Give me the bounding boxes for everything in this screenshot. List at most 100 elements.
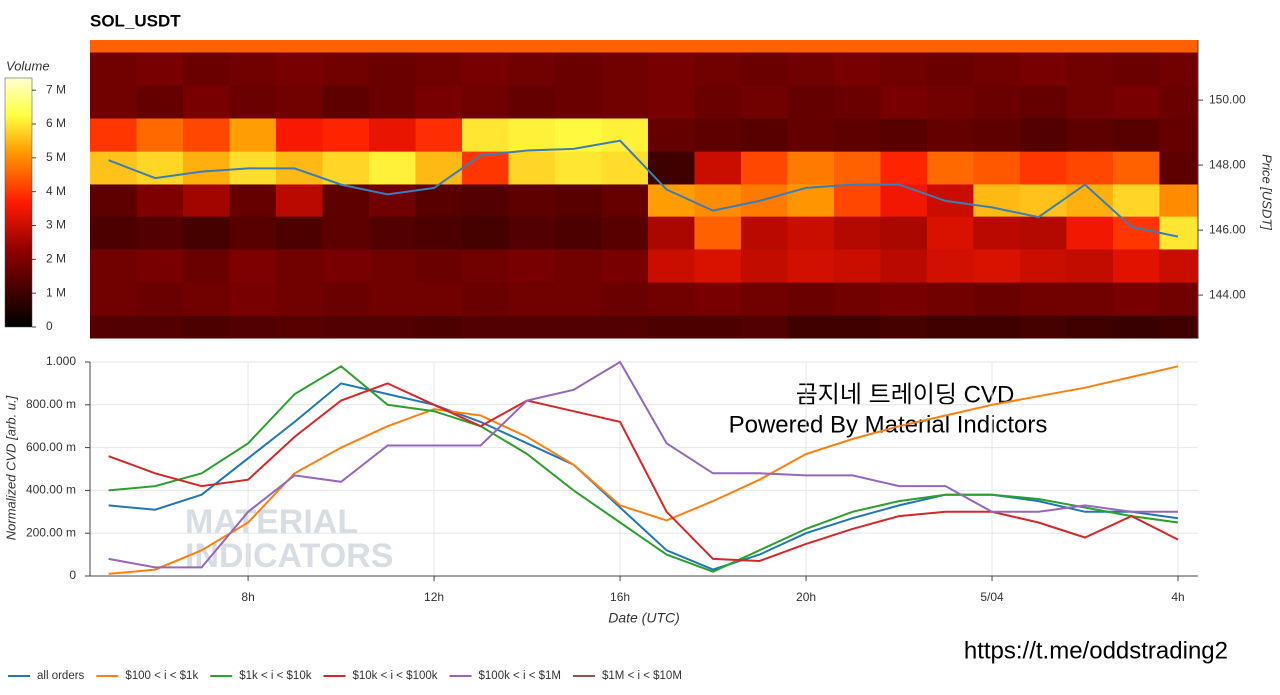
heat-cell — [880, 117, 928, 152]
heat-cell — [880, 248, 928, 283]
heat-cell — [368, 282, 416, 316]
heat-cell — [880, 151, 928, 185]
x-tick-label: 20h — [796, 590, 816, 604]
heat-cell — [415, 52, 463, 86]
heat-cell — [322, 85, 370, 119]
heat-cell — [554, 151, 602, 185]
heat-cell — [136, 248, 184, 283]
heat-cell — [1159, 282, 1199, 316]
heat-cell — [647, 40, 695, 53]
heat-cell — [926, 183, 974, 217]
heat-cell — [1159, 85, 1199, 119]
heat-cell — [415, 315, 463, 339]
heat-cell — [90, 315, 137, 339]
heat-cell — [275, 282, 323, 316]
legend-label: $10k < i < $100k — [352, 670, 437, 682]
legend-label: $100 < i < $1k — [125, 670, 198, 682]
heat-cell — [508, 151, 556, 185]
heat-cell — [1066, 216, 1114, 250]
x-axis-title: Date (UTC) — [608, 610, 680, 626]
heat-cell — [182, 117, 230, 152]
heat-cell — [787, 52, 835, 86]
heat-cell — [461, 40, 509, 53]
heat-cell — [90, 52, 137, 86]
heat-cell — [554, 40, 602, 53]
heat-cell — [1066, 248, 1114, 283]
heat-cell — [1112, 151, 1160, 185]
heat-cell — [90, 248, 137, 283]
heat-cell — [833, 40, 881, 53]
heat-cell — [1019, 117, 1067, 152]
heat-cell — [647, 282, 695, 316]
heat-cell — [136, 52, 184, 86]
heat-cell — [833, 117, 881, 152]
heat-cell — [229, 40, 277, 53]
heat-cell — [694, 183, 742, 217]
heat-cell — [275, 183, 323, 217]
heat-cell — [833, 85, 881, 119]
heat-cell — [275, 248, 323, 283]
heat-cell — [90, 183, 137, 217]
heat-cell — [508, 216, 556, 250]
heat-cell — [973, 117, 1021, 152]
heat-cell — [1066, 282, 1114, 316]
heat-cell — [322, 216, 370, 250]
heat-cell — [694, 151, 742, 185]
heat-cell — [322, 282, 370, 316]
heat-cell — [229, 248, 277, 283]
heat-cell — [787, 183, 835, 217]
heat-cell — [415, 248, 463, 283]
heat-cell — [136, 315, 184, 339]
heat-cell — [90, 216, 137, 250]
legend-label: all orders — [37, 670, 85, 682]
x-tick-label: 16h — [610, 590, 630, 604]
y-tick-label: 200.00 m — [26, 525, 76, 539]
heat-cell — [926, 248, 974, 283]
heat-cell — [229, 315, 277, 339]
heat-cell — [90, 85, 137, 119]
colorbar-tick-label: 7 M — [46, 82, 66, 96]
price-line — [108, 139, 1179, 238]
heat-cell — [880, 282, 928, 316]
heat-cell — [1019, 40, 1067, 53]
x-tick-label: 4h — [1171, 590, 1184, 604]
heat-cell — [368, 216, 416, 250]
heat-cell — [182, 85, 230, 119]
heat-cell — [973, 52, 1021, 86]
heat-cell — [461, 315, 509, 339]
series-line — [108, 360, 1178, 569]
heat-cell — [1159, 315, 1199, 339]
heat-cell — [368, 248, 416, 283]
heat-cell — [1019, 85, 1067, 119]
heat-cell — [787, 282, 835, 316]
footer-link[interactable]: https://t.me/oddstrading2 — [964, 637, 1228, 664]
heat-cell — [508, 85, 556, 119]
x-tick-label: 12h — [424, 590, 444, 604]
heat-cell — [1019, 151, 1067, 185]
heat-cell — [90, 282, 137, 316]
legend-label: $100k < i < $1M — [479, 670, 561, 682]
heat-cell — [833, 52, 881, 86]
watermark: INDICATORS — [185, 537, 393, 575]
heat-cell — [182, 183, 230, 217]
heat-cell — [647, 85, 695, 119]
heat-cell — [508, 315, 556, 339]
y-tick-label: 146.00 — [1209, 222, 1246, 236]
heat-cell — [554, 52, 602, 86]
heat-cell — [1159, 40, 1199, 53]
colorbar-tick-label: 1 M — [46, 285, 66, 299]
heat-cell — [368, 315, 416, 339]
heat-cell — [1019, 183, 1067, 217]
heat-cell — [926, 85, 974, 119]
heat-cell — [508, 117, 556, 152]
annotation: 곰지네 트레이딩 CVD — [796, 381, 1015, 408]
heat-cell — [694, 85, 742, 119]
heat-cell — [1066, 40, 1114, 53]
heat-cell — [787, 248, 835, 283]
heat-cell — [275, 52, 323, 86]
heat-cell — [1066, 315, 1114, 339]
heat-cell — [461, 183, 509, 217]
heat-cell — [926, 117, 974, 152]
heat-cell — [415, 117, 463, 152]
y-axis-title: Normalized CVD [arb. u.] — [3, 395, 18, 540]
